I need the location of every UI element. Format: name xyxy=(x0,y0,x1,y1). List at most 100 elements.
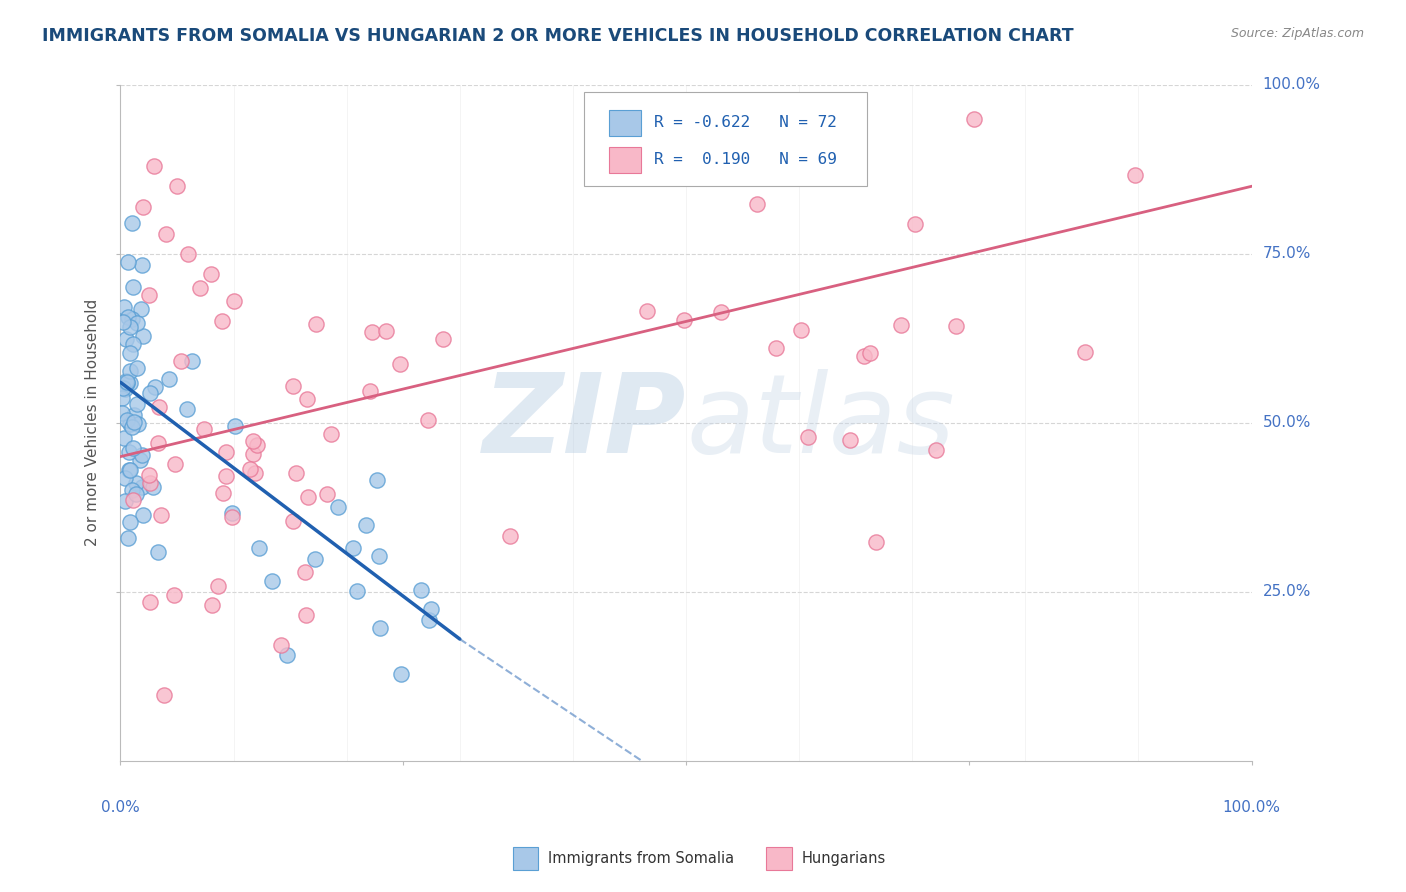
Point xyxy=(416,413,439,427)
Point xyxy=(215,445,238,459)
Point xyxy=(276,648,298,662)
Point xyxy=(765,341,787,355)
Point xyxy=(125,360,148,375)
Text: atlas: atlas xyxy=(686,369,955,476)
Text: 0.0%: 0.0% xyxy=(101,799,139,814)
Point xyxy=(925,443,948,458)
Point xyxy=(138,468,160,483)
Point xyxy=(121,419,143,434)
Point xyxy=(166,179,188,194)
Point xyxy=(142,480,165,494)
Point xyxy=(865,534,887,549)
Point xyxy=(853,349,876,363)
Point xyxy=(374,324,396,338)
Point xyxy=(139,594,162,608)
Point xyxy=(270,638,292,652)
Point xyxy=(122,415,145,429)
Point xyxy=(246,438,269,452)
Point xyxy=(129,453,152,467)
Text: Source: ZipAtlas.com: Source: ZipAtlas.com xyxy=(1230,27,1364,40)
Point xyxy=(170,354,193,368)
Point xyxy=(127,316,149,330)
Point xyxy=(121,216,143,230)
Point xyxy=(176,402,198,417)
Point xyxy=(114,382,136,396)
Point xyxy=(129,301,152,316)
Point xyxy=(672,313,695,327)
Point xyxy=(247,541,270,555)
Point xyxy=(127,417,149,431)
Point xyxy=(420,601,443,615)
Point xyxy=(890,318,912,333)
Point xyxy=(125,396,148,410)
Point xyxy=(859,346,882,360)
Point xyxy=(121,483,143,497)
Point xyxy=(122,337,145,351)
Point xyxy=(342,541,364,556)
Point xyxy=(153,688,176,702)
Point xyxy=(118,463,141,477)
Text: 25.0%: 25.0% xyxy=(1263,584,1310,599)
Point xyxy=(139,475,162,490)
Point xyxy=(111,315,134,329)
Point xyxy=(121,312,143,326)
Point xyxy=(115,376,138,390)
Point xyxy=(710,304,733,318)
Text: 100.0%: 100.0% xyxy=(1263,78,1320,93)
Point xyxy=(418,613,440,627)
Point xyxy=(146,436,169,450)
Point xyxy=(370,621,392,635)
Point xyxy=(319,426,342,441)
Point xyxy=(117,255,139,269)
Point xyxy=(143,380,166,394)
Point xyxy=(295,608,318,623)
Text: Hungarians: Hungarians xyxy=(801,852,886,866)
Point xyxy=(181,354,204,368)
Point xyxy=(193,421,215,435)
Point xyxy=(131,329,153,343)
Point xyxy=(222,294,245,309)
Point xyxy=(295,392,318,407)
Text: ZIP: ZIP xyxy=(482,369,686,476)
Point xyxy=(114,494,136,508)
Point xyxy=(636,303,658,318)
Point xyxy=(122,493,145,508)
Point xyxy=(148,400,170,414)
Point xyxy=(304,551,326,566)
Point xyxy=(115,412,138,426)
Point xyxy=(132,200,155,214)
Point xyxy=(747,197,769,211)
Point xyxy=(122,409,145,423)
Point xyxy=(132,508,155,523)
Point xyxy=(120,319,142,334)
Point xyxy=(143,159,166,173)
Point xyxy=(260,574,283,588)
Point xyxy=(118,364,141,378)
Point xyxy=(316,486,339,500)
Point xyxy=(118,445,141,459)
Point xyxy=(796,429,818,443)
Bar xyxy=(609,147,641,173)
Point xyxy=(138,287,160,301)
Point xyxy=(294,566,316,580)
Point xyxy=(326,500,349,515)
Point xyxy=(131,449,153,463)
Point xyxy=(110,392,132,406)
Point xyxy=(111,381,134,395)
Point xyxy=(112,300,135,314)
Point xyxy=(163,457,186,471)
Point xyxy=(122,442,145,456)
Point xyxy=(120,417,142,431)
Point xyxy=(212,486,235,500)
Point xyxy=(148,545,170,559)
Point xyxy=(356,518,378,533)
Point xyxy=(115,375,138,389)
Point xyxy=(221,507,243,521)
Point xyxy=(839,433,862,447)
Point xyxy=(207,579,229,593)
Point xyxy=(359,384,381,399)
Point xyxy=(904,217,927,231)
Text: R =  0.190   N = 69: R = 0.190 N = 69 xyxy=(654,153,837,168)
Point xyxy=(150,508,173,522)
Point xyxy=(118,515,141,529)
